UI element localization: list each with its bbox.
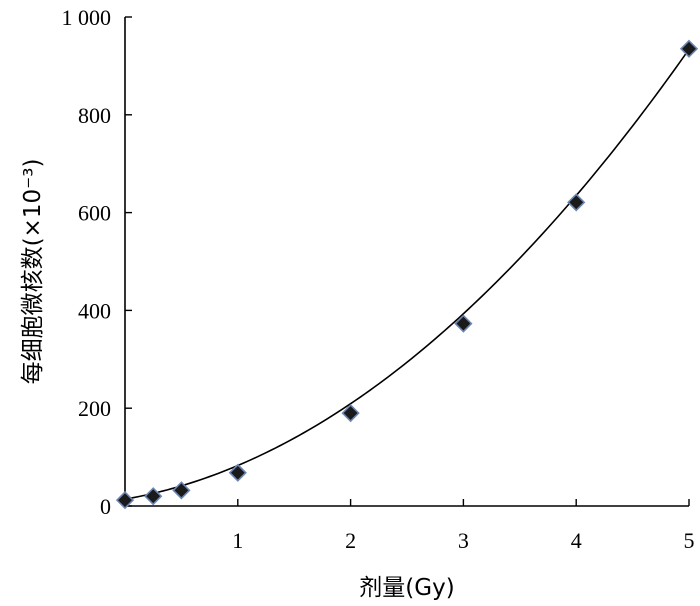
x-tick-label: 2: [345, 528, 356, 553]
y-axis-title: 每细胞微核数(×10⁻³): [20, 159, 46, 385]
data-point-marker: [567, 193, 586, 212]
data-point-marker: [454, 314, 473, 333]
data-point-marker: [679, 39, 699, 58]
y-tick-label: 200: [78, 396, 111, 421]
x-tick-label: 4: [571, 528, 582, 553]
x-tick-label: 5: [684, 528, 695, 553]
y-axis-ticks: 0 200 400 600 800 1 000: [62, 5, 132, 519]
data-point-marker: [115, 490, 135, 510]
x-tick-label: 1: [232, 528, 243, 553]
y-tick-label: 600: [78, 201, 111, 226]
y-tick-label: 1 000: [62, 5, 112, 30]
x-axis-ticks: 1 2 3 4 5: [232, 499, 695, 553]
data-point-marker: [172, 481, 191, 500]
x-tick-label: 3: [458, 528, 469, 553]
data-point-marker: [144, 487, 163, 506]
fit-curve: [124, 48, 690, 500]
y-tick-label: 400: [78, 298, 111, 323]
data-point-marker: [341, 403, 360, 423]
plot-area: 0 200 400 600 800 1 000 1 2 3 4 5: [62, 5, 699, 553]
x-axis-title: 剂量(Gy): [359, 575, 454, 601]
data-markers: [115, 39, 699, 510]
y-tick-label: 0: [100, 494, 111, 519]
y-tick-label: 800: [78, 103, 111, 128]
data-point-marker: [228, 463, 247, 482]
